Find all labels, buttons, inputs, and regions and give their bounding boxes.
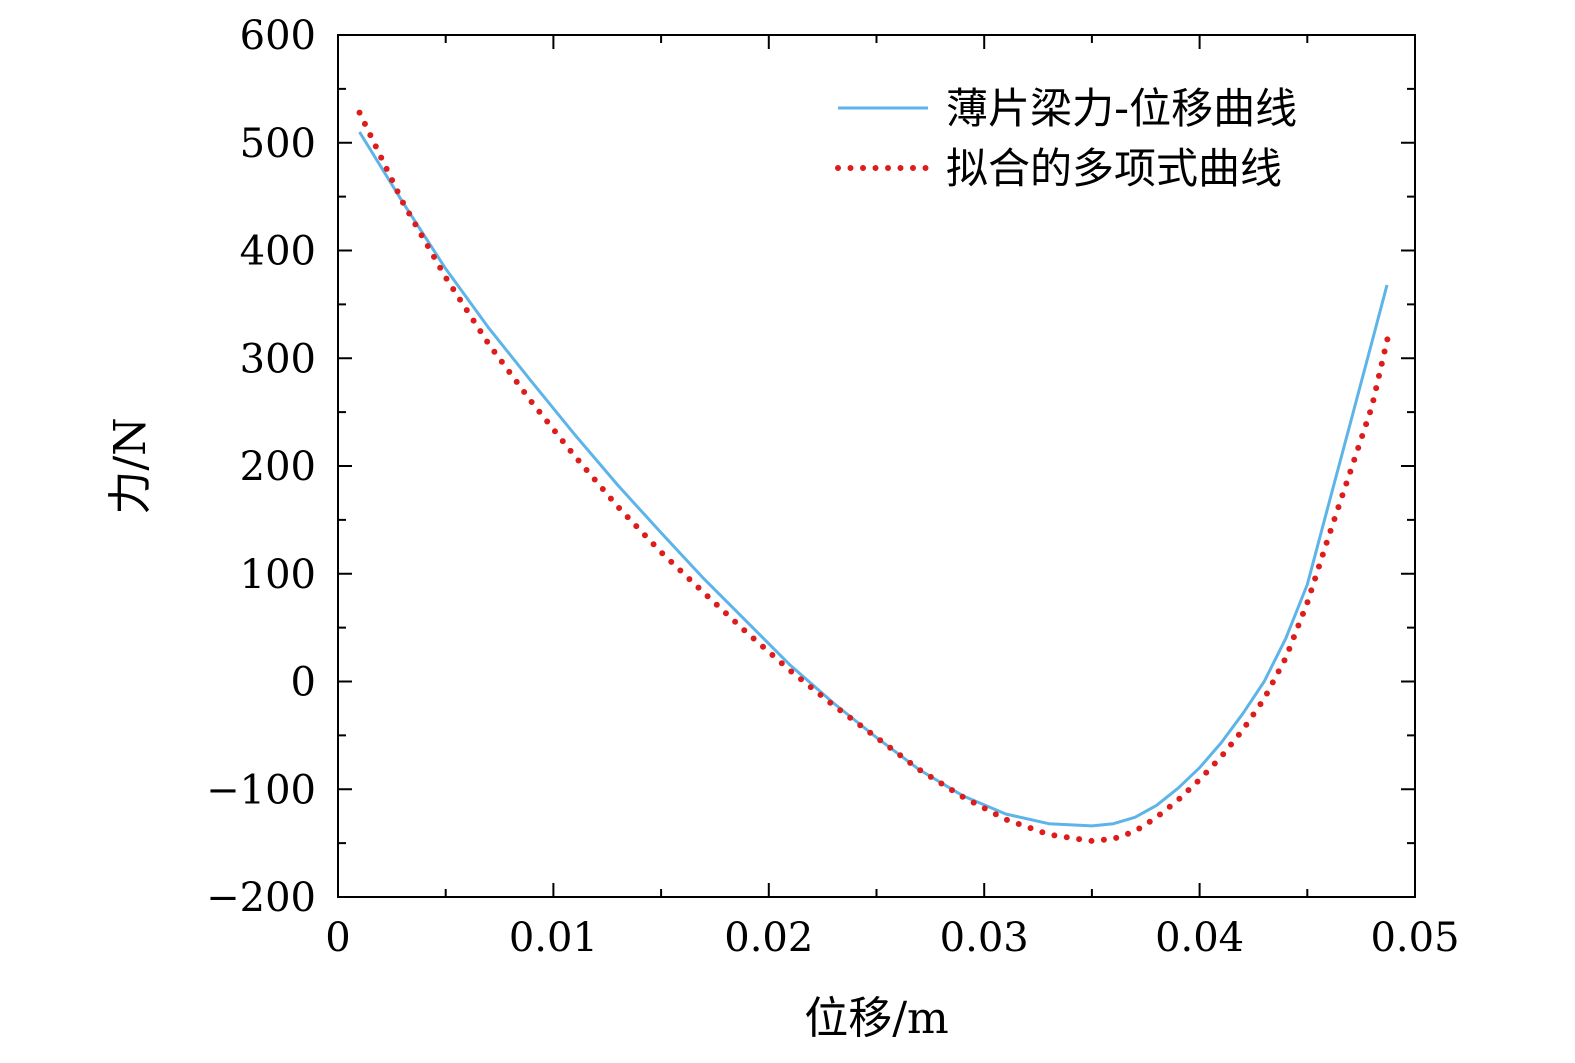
x-tick-label: 0.01 bbox=[509, 915, 598, 961]
y-tick-label: 0 bbox=[291, 660, 316, 706]
y-tick-label: 100 bbox=[240, 552, 316, 598]
x-tick-label: 0 bbox=[325, 915, 350, 961]
legend-label-2: 拟合的多项式曲线 bbox=[946, 144, 1282, 193]
y-tick-label: 200 bbox=[240, 444, 316, 490]
x-tick-label: 0.03 bbox=[940, 915, 1029, 961]
x-tick-label: 0.05 bbox=[1370, 915, 1459, 961]
x-tick-label: 0.04 bbox=[1155, 915, 1244, 961]
y-tick-label: −200 bbox=[206, 875, 316, 921]
y-tick-label: 500 bbox=[240, 121, 316, 167]
series-line-2 bbox=[356, 109, 1393, 845]
y-tick-label: 400 bbox=[240, 229, 316, 275]
legend-label-1: 薄片梁力-位移曲线 bbox=[946, 84, 1297, 133]
y-tick-label: −100 bbox=[206, 767, 316, 813]
series-lines bbox=[356, 109, 1393, 845]
y-tick-label: 600 bbox=[240, 13, 316, 59]
y-tick-label: 300 bbox=[240, 336, 316, 382]
axis-ticks bbox=[337, 34, 1416, 898]
series-line-1 bbox=[358, 131, 1389, 828]
x-axis-title: 位移/m bbox=[804, 993, 949, 1044]
axis-tick-labels: 0 0.01 0.02 0.03 0.04 0.05 −200 −100 0 100 200 300 4… bbox=[206, 13, 1459, 961]
x-tick-label: 0.02 bbox=[724, 915, 813, 961]
y-axis-title: 力/N bbox=[105, 417, 156, 514]
